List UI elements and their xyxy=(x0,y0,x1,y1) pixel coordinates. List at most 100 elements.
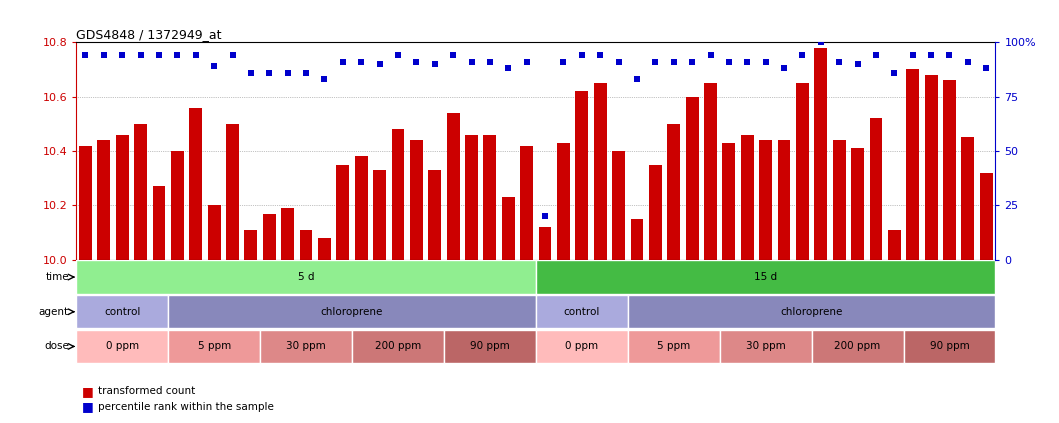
Point xyxy=(445,52,462,59)
Point xyxy=(665,58,682,65)
Point xyxy=(261,69,277,76)
Point xyxy=(500,65,517,72)
Point xyxy=(739,58,756,65)
Point xyxy=(684,58,701,65)
Bar xyxy=(944,80,956,260)
Point xyxy=(132,52,149,59)
Bar xyxy=(444,330,536,363)
Text: 0 ppm: 0 ppm xyxy=(106,341,139,352)
Bar xyxy=(373,170,387,260)
Bar xyxy=(76,295,168,328)
Point xyxy=(628,76,645,82)
Point xyxy=(463,58,480,65)
Point xyxy=(922,52,939,59)
Text: ■: ■ xyxy=(82,385,93,398)
Bar xyxy=(536,295,628,328)
Text: ■: ■ xyxy=(82,401,93,413)
Bar xyxy=(832,140,846,260)
Bar xyxy=(410,140,423,260)
Point xyxy=(867,52,884,59)
Point xyxy=(225,52,241,59)
Bar xyxy=(168,295,536,328)
Point xyxy=(904,52,921,59)
Point xyxy=(537,213,554,220)
Point xyxy=(298,69,315,76)
Bar xyxy=(720,330,811,363)
Point xyxy=(482,58,499,65)
Bar xyxy=(962,137,974,260)
Point xyxy=(371,60,388,67)
Point xyxy=(555,58,572,65)
Point xyxy=(408,58,425,65)
Bar xyxy=(76,261,536,294)
Bar xyxy=(925,75,937,260)
Bar xyxy=(612,151,625,260)
Bar xyxy=(796,83,809,260)
Bar xyxy=(152,187,165,260)
Bar xyxy=(337,165,349,260)
Text: chloroprene: chloroprene xyxy=(321,307,383,317)
Bar xyxy=(630,219,644,260)
Bar xyxy=(318,238,330,260)
Point xyxy=(610,58,627,65)
Bar xyxy=(851,148,864,260)
Point xyxy=(390,52,407,59)
Bar xyxy=(722,143,735,260)
Bar xyxy=(759,140,772,260)
Bar xyxy=(869,118,882,260)
Bar xyxy=(484,135,497,260)
Text: agent: agent xyxy=(39,307,69,317)
Text: 5 ppm: 5 ppm xyxy=(658,341,690,352)
Bar xyxy=(520,146,533,260)
Point xyxy=(335,58,352,65)
Bar xyxy=(428,170,442,260)
Point xyxy=(243,69,259,76)
Bar xyxy=(245,230,257,260)
Point xyxy=(592,52,609,59)
Bar xyxy=(903,330,995,363)
Point xyxy=(150,52,167,59)
Text: 5 ppm: 5 ppm xyxy=(198,341,231,352)
Bar xyxy=(76,330,168,363)
Bar xyxy=(190,107,202,260)
Text: 30 ppm: 30 ppm xyxy=(286,341,326,352)
Bar xyxy=(628,295,995,328)
Bar xyxy=(300,230,312,260)
Bar xyxy=(536,261,995,294)
Text: control: control xyxy=(104,307,141,317)
Text: 15 d: 15 d xyxy=(754,272,777,282)
Point xyxy=(573,52,590,59)
Point xyxy=(775,65,792,72)
Bar xyxy=(887,230,901,260)
Bar xyxy=(226,124,239,260)
Point xyxy=(886,69,903,76)
Point xyxy=(316,76,333,82)
Bar xyxy=(777,140,790,260)
Text: 200 ppm: 200 ppm xyxy=(375,341,421,352)
Bar xyxy=(685,97,699,260)
Bar xyxy=(557,143,570,260)
Point xyxy=(812,39,829,46)
Point xyxy=(702,52,719,59)
Point xyxy=(168,52,185,59)
Bar xyxy=(282,208,294,260)
Point xyxy=(794,52,811,59)
Bar xyxy=(539,227,552,260)
Text: chloroprene: chloroprene xyxy=(780,307,843,317)
Text: time: time xyxy=(46,272,69,282)
Text: 0 ppm: 0 ppm xyxy=(566,341,598,352)
Text: control: control xyxy=(563,307,600,317)
Bar xyxy=(352,330,444,363)
Point xyxy=(977,65,994,72)
Text: 30 ppm: 30 ppm xyxy=(746,341,786,352)
Point xyxy=(427,60,444,67)
Bar xyxy=(502,197,515,260)
Bar xyxy=(907,69,919,260)
Point xyxy=(113,52,130,59)
Point xyxy=(95,52,112,59)
Text: 90 ppm: 90 ppm xyxy=(470,341,509,352)
Bar xyxy=(667,124,680,260)
Bar xyxy=(628,330,720,363)
Text: percentile rank within the sample: percentile rank within the sample xyxy=(98,402,274,412)
Bar xyxy=(134,124,147,260)
